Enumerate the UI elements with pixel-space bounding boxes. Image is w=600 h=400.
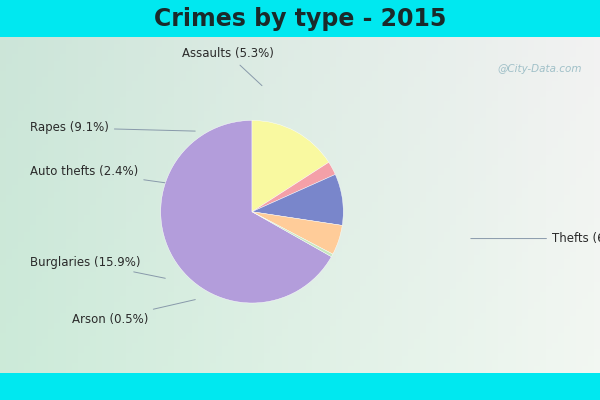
Text: Burglaries (15.9%): Burglaries (15.9%) [30,256,165,278]
Text: Thefts (66.8%): Thefts (66.8%) [471,232,600,245]
Text: Auto thefts (2.4%): Auto thefts (2.4%) [30,165,177,184]
Wedge shape [252,212,342,254]
Text: Crimes by type - 2015: Crimes by type - 2015 [154,7,446,31]
Wedge shape [252,120,329,212]
Wedge shape [252,174,343,226]
Text: @City-Data.com: @City-Data.com [497,64,582,74]
Wedge shape [252,212,333,257]
Wedge shape [161,120,331,303]
Text: Arson (0.5%): Arson (0.5%) [72,300,195,326]
Wedge shape [252,162,335,212]
Text: Rapes (9.1%): Rapes (9.1%) [30,121,195,134]
Text: Assaults (5.3%): Assaults (5.3%) [182,48,274,86]
